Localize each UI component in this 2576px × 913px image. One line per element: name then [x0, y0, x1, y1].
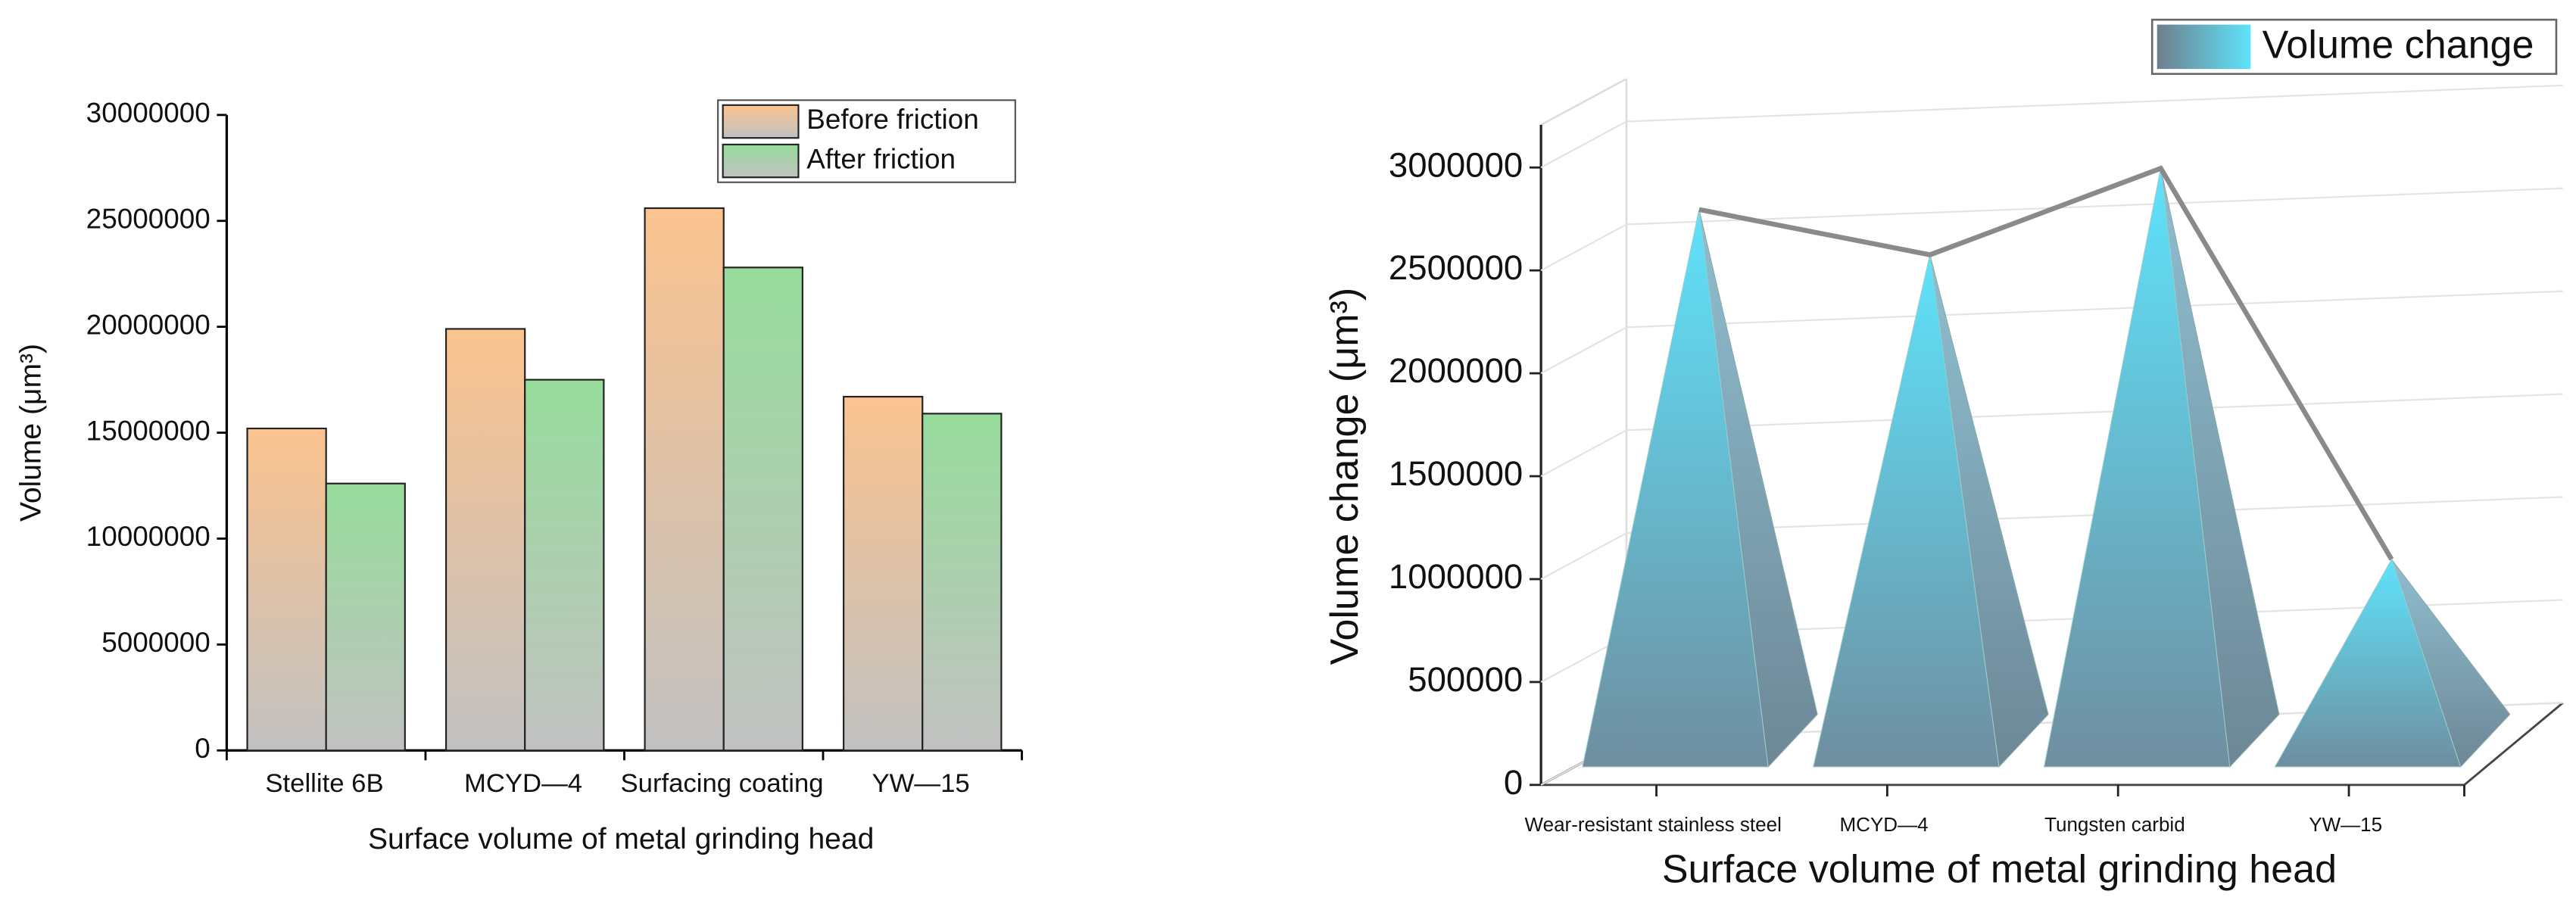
- y-tick-label: 20000000: [86, 309, 211, 340]
- bar: [922, 413, 1003, 752]
- y-axis-label: Volume (μm³): [15, 344, 48, 522]
- y-tick-label: 1500000: [1389, 454, 1523, 493]
- y-tick-label: 2500000: [1389, 248, 1523, 287]
- x-tick-label: MCYD—4: [464, 769, 582, 798]
- x-tick-label: Surfacing coating: [621, 769, 824, 798]
- grid-line: [1626, 393, 2563, 432]
- y-tick-label: 0: [195, 733, 211, 764]
- bar: [444, 328, 526, 752]
- y-tick-label: 5000000: [101, 627, 211, 658]
- bar: [843, 395, 924, 752]
- grid-line: [1540, 429, 1627, 477]
- y-tick-label: 10000000: [86, 521, 211, 552]
- y-tick-label: 30000000: [86, 98, 211, 129]
- pyramid: [1582, 209, 1769, 768]
- wall-edge: [1540, 77, 1627, 126]
- grid-line: [1540, 326, 1627, 375]
- y-tick-label: 2000000: [1389, 351, 1523, 390]
- bar: [644, 207, 725, 752]
- x-tick-label: YW—15: [872, 769, 969, 798]
- pyramid: [2274, 558, 2462, 768]
- grid-line: [1626, 290, 2563, 329]
- y-tick-label: 0: [1504, 763, 1523, 802]
- legend-swatch: [2157, 24, 2251, 70]
- y-tick-label: 500000: [1408, 660, 1523, 699]
- y-tick-label: 1000000: [1389, 557, 1523, 596]
- grid-line: [1626, 84, 2563, 123]
- legend-label: Volume change: [2263, 23, 2534, 67]
- legend-label: Before friction: [806, 104, 978, 135]
- bar: [524, 379, 605, 752]
- y-tick-label: 25000000: [86, 203, 211, 234]
- y-axis-label: Volume change (μm³): [1323, 288, 1367, 665]
- y-tick-label: 3000000: [1389, 145, 1523, 184]
- pyramid: [2043, 168, 2231, 768]
- grid-line: [1540, 120, 1627, 169]
- legend-label: After friction: [806, 143, 956, 174]
- legend-swatch: [722, 104, 800, 139]
- bar: [722, 266, 803, 752]
- x-axis-label: Surface volume of metal grinding head: [368, 823, 874, 855]
- x-axis-label: Surface volume of metal grinding head: [1662, 848, 2337, 892]
- x-tick-label: Tungsten carbid: [2044, 813, 2185, 836]
- legend-swatch: [722, 143, 800, 179]
- bar: [325, 482, 406, 752]
- bar: [246, 427, 327, 752]
- x-tick-label: Wear-resistant stainless steel: [1525, 813, 1782, 836]
- x-tick-label: Stellite 6B: [265, 769, 383, 798]
- x-tick-label: YW—15: [2309, 813, 2382, 836]
- x-tick-label: MCYD—4: [1839, 813, 1928, 836]
- grid-line: [1540, 223, 1627, 272]
- line: [1698, 165, 2394, 561]
- pyramid: [1813, 254, 2000, 768]
- grid-line: [1626, 187, 2563, 226]
- y-tick-label: 15000000: [86, 415, 211, 446]
- grid-line: [1540, 532, 1627, 580]
